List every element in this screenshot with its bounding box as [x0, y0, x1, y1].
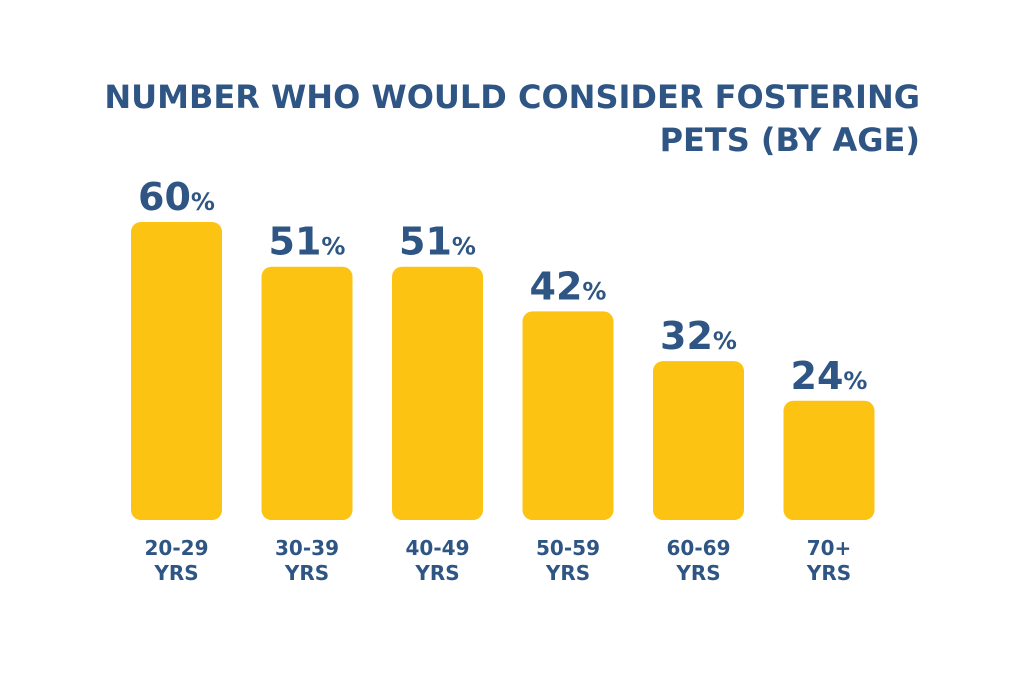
value-label-60-69: 32% [660, 314, 737, 358]
bar-40-49 [392, 266, 483, 520]
bar-50-59 [522, 311, 614, 520]
value-label-20-29: 60% [138, 175, 215, 219]
category-label-20-29: 20-29 YRS [145, 536, 209, 585]
category-label-40-49: 40-49 YRS [406, 536, 470, 585]
value-label-70+: 24% [791, 354, 868, 398]
bar-60-69 [653, 361, 744, 520]
chart-title-line-2: PETS (BY AGE) [659, 121, 920, 159]
chart-title: NUMBER WHO WOULD CONSIDER FOSTERING PETS… [100, 76, 920, 162]
value-label-40-49: 51% [399, 220, 476, 264]
category-label-50-59: 50-59 YRS [536, 536, 600, 585]
value-label-50-59: 42% [530, 264, 607, 308]
category-label-30-39: 30-39 YRS [275, 536, 339, 585]
chart-title-line-1: NUMBER WHO WOULD CONSIDER FOSTERING [104, 78, 920, 116]
bar-20-29 [131, 222, 222, 520]
bar-30-39 [261, 266, 353, 520]
category-label-60-69: 60-69 YRS [667, 536, 731, 585]
category-label-70+: 70+ YRS [806, 536, 851, 585]
value-label-30-39: 51% [269, 220, 346, 264]
bar-70+ [783, 400, 875, 520]
